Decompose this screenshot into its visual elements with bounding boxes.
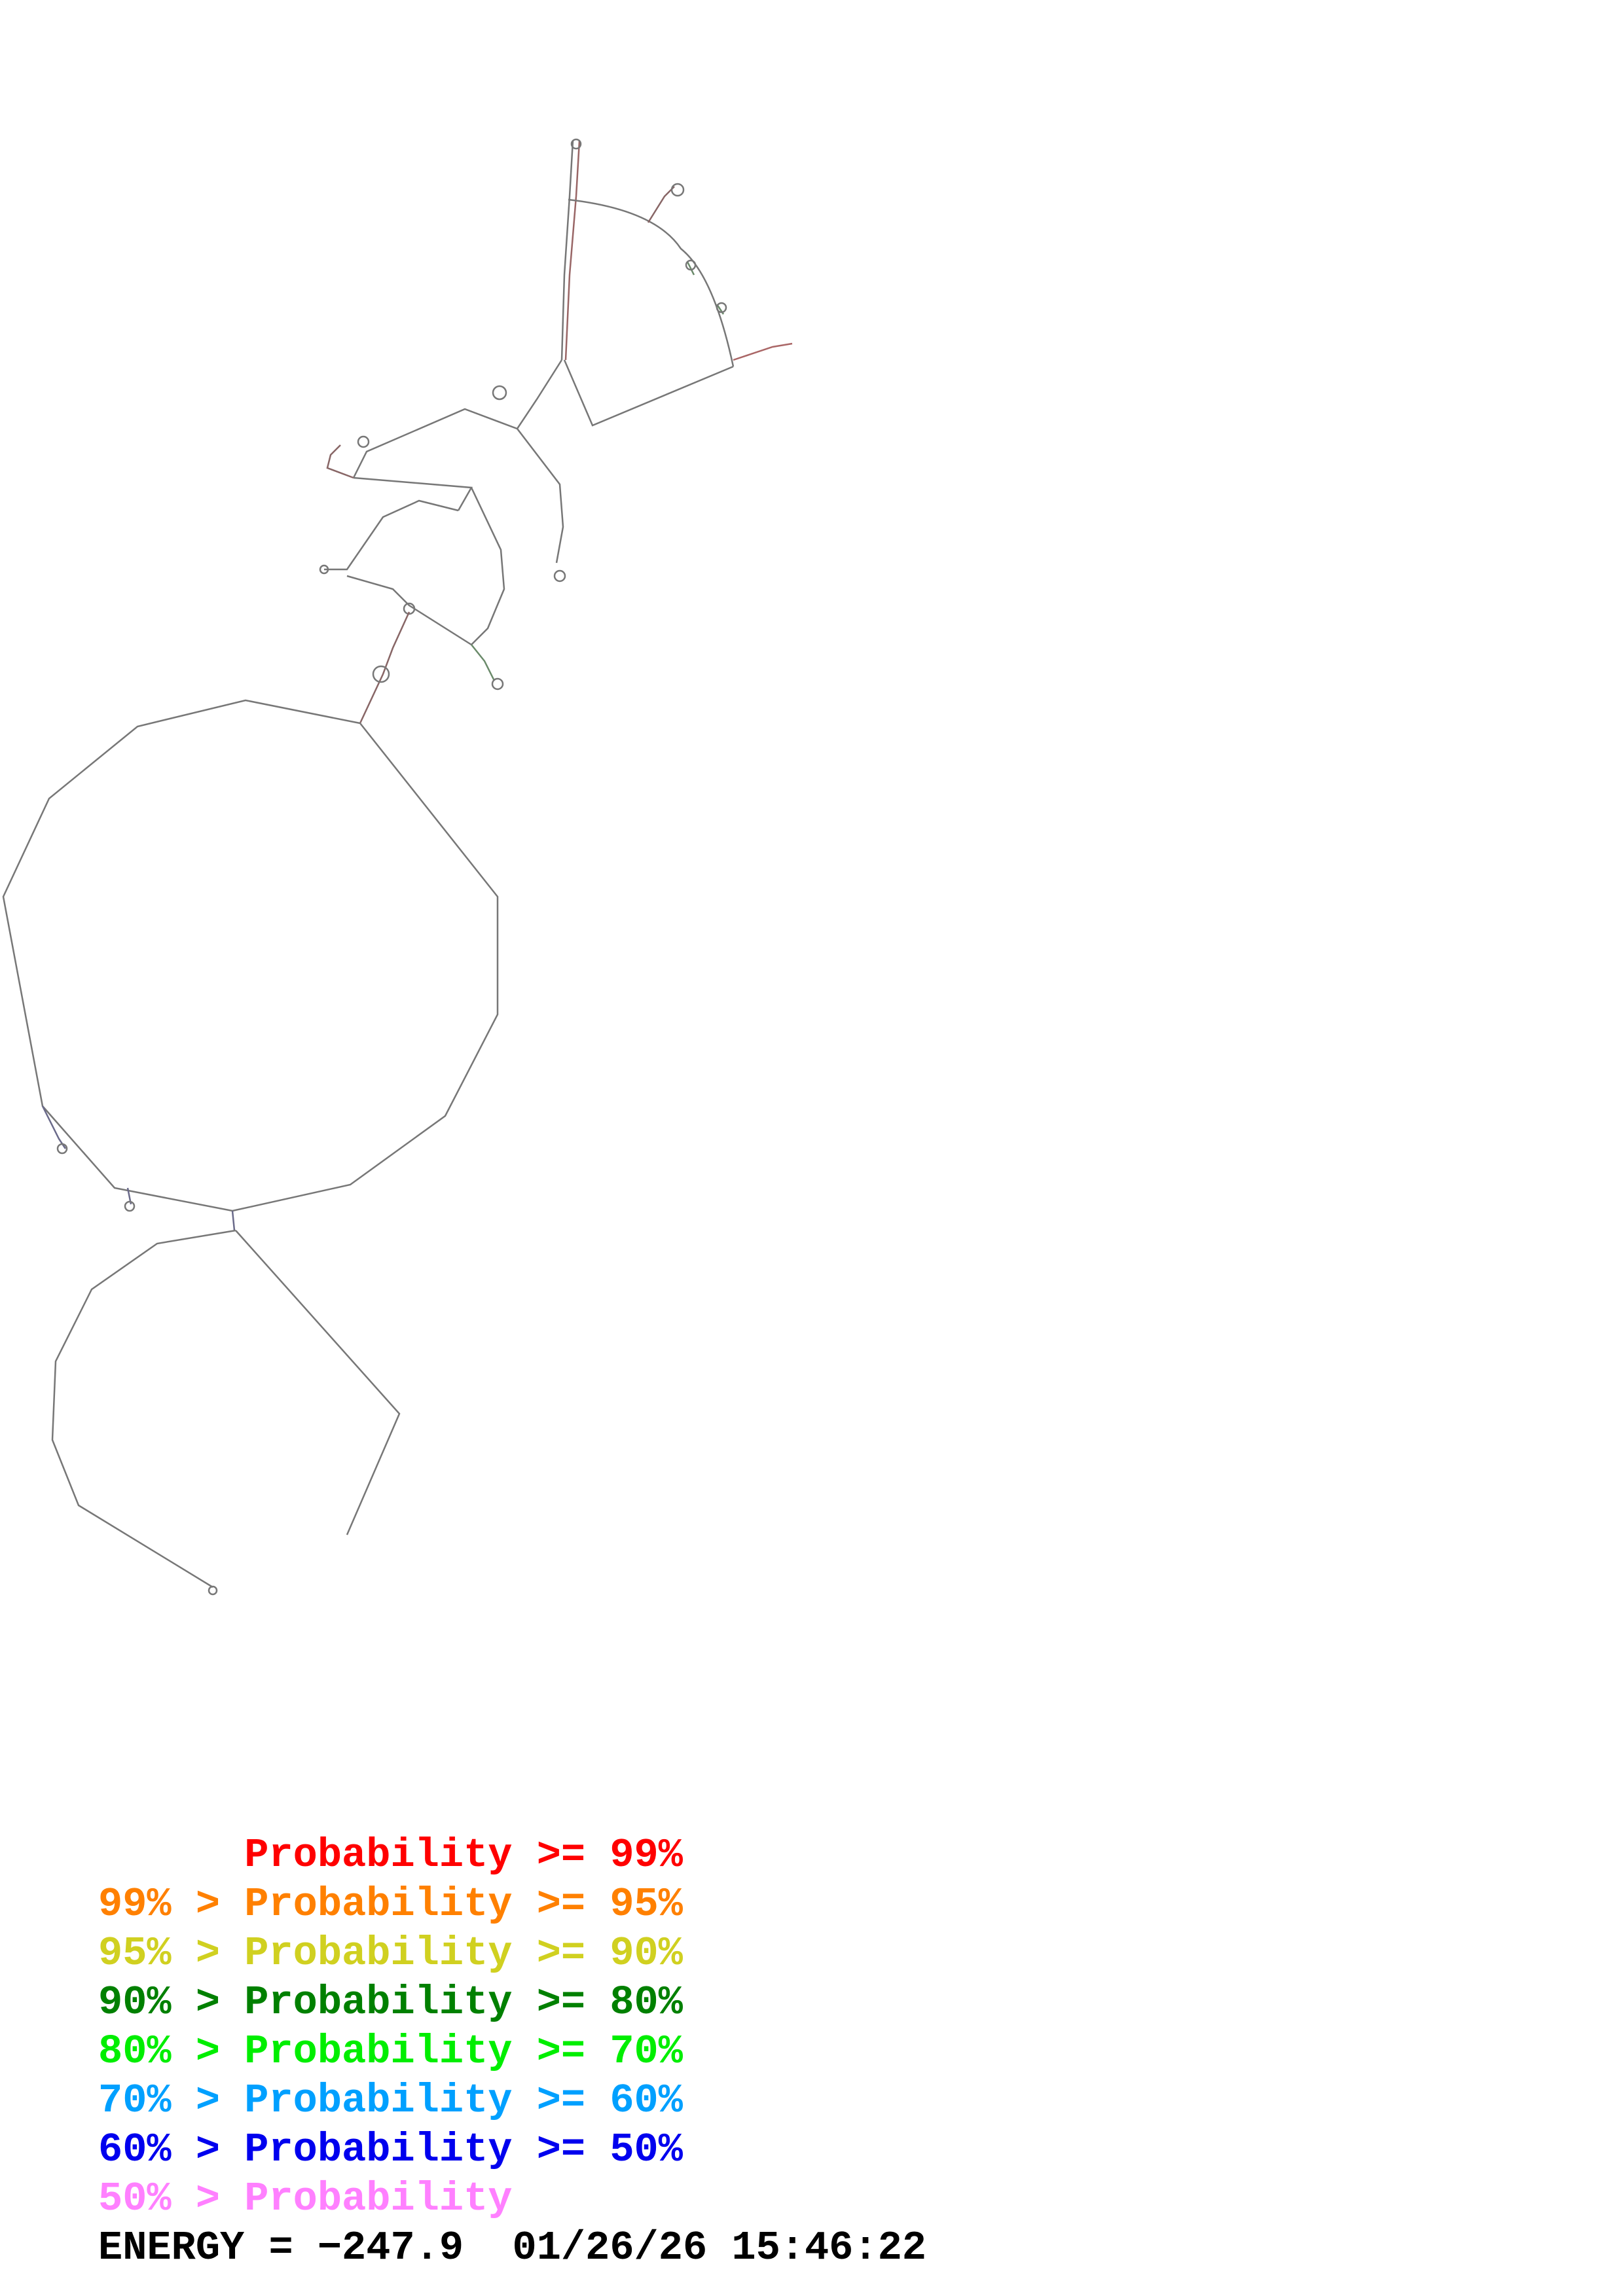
hairpin-loop-big-1: [56, 1143, 68, 1155]
legend-line-3: 95% > Probability >= 90%: [98, 1930, 683, 1977]
branch-upper-2: [686, 261, 695, 276]
rna-structure-diagram: [2, 138, 793, 1596]
backbone-central-2: [517, 428, 564, 564]
backbone-big-loop: [2, 699, 499, 1212]
backbone-bottom-tail: [235, 1230, 401, 1535]
energy-label: ENERGY = −247.9 01/26/26 15:46:22: [98, 2225, 927, 2271]
legend-line-2: 99% > Probability >= 95%: [98, 1881, 683, 1928]
backbone-central-1: [352, 359, 563, 478]
hairpin-loop-right-1: [553, 569, 566, 583]
backbone-top-stem-2: [564, 140, 581, 361]
legend-line-8: 50% > Probability: [98, 2176, 513, 2222]
internal-loop-lower: [372, 665, 390, 683]
backbone-middle-loop: [470, 487, 505, 645]
branch-upper-1: [647, 186, 675, 223]
legend-line-1: Probability >= 99%: [98, 1832, 683, 1878]
branch-right-lower: [471, 644, 496, 681]
backbone-upper-chord: [563, 359, 734, 427]
backbone-middle-loop-3: [346, 575, 472, 646]
backbone-middle-chord: [353, 476, 473, 511]
backbone-bottom-loop: [51, 1229, 236, 1588]
hairpin-loop-right-2: [491, 677, 504, 691]
hairpin-loop-left-1: [357, 435, 370, 448]
backbone-middle-loop-2: [324, 499, 459, 571]
hairpin-loop-big-2: [124, 1200, 136, 1212]
backbone-left-branch: [326, 444, 354, 479]
branch-upper-4: [733, 342, 793, 361]
hairpin-loop-bottom: [208, 1585, 218, 1596]
legend-line-7: 60% > Probability >= 50%: [98, 2126, 683, 2173]
legend-line-5: 80% > Probability >= 70%: [98, 2028, 683, 2075]
hairpin-loop-upper-1: [670, 183, 685, 197]
backbone-upper-arc: [568, 198, 735, 367]
branch-big-loop-1: [41, 1105, 67, 1149]
hairpin-loop-central: [492, 385, 507, 401]
backbone-long-stem: [359, 611, 410, 724]
hairpin-loop-upper-2: [685, 259, 697, 271]
legend-line-6: 70% > Probability >= 60%: [98, 2077, 683, 2124]
branch-big-loop-3: [231, 1210, 236, 1231]
backbone-top-stem: [560, 140, 574, 361]
hairpin-loop-left-2: [319, 564, 329, 575]
hairpin-loop-top: [570, 138, 582, 150]
legend-line-4: 90% > Probability >= 80%: [98, 1979, 683, 2026]
hairpin-loop-upper-3: [716, 302, 727, 314]
